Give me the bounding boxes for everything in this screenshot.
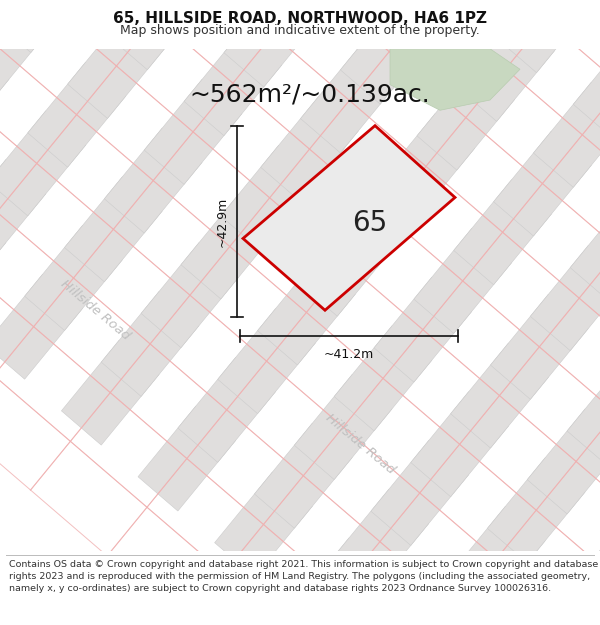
Text: ~42.9m: ~42.9m	[216, 196, 229, 247]
Polygon shape	[264, 0, 361, 38]
Text: Map shows position and indicative extent of the property.: Map shows position and indicative extent…	[120, 24, 480, 36]
Polygon shape	[224, 0, 322, 87]
Polygon shape	[0, 274, 82, 379]
Polygon shape	[243, 126, 455, 310]
Text: Hillside Road: Hillside Road	[58, 278, 132, 343]
Polygon shape	[0, 0, 89, 52]
Polygon shape	[334, 326, 432, 431]
Polygon shape	[331, 489, 429, 594]
Polygon shape	[65, 177, 162, 282]
Polygon shape	[260, 97, 358, 202]
Polygon shape	[533, 82, 600, 188]
Polygon shape	[417, 65, 515, 170]
Polygon shape	[573, 34, 600, 139]
Polygon shape	[570, 197, 600, 302]
Polygon shape	[0, 159, 46, 264]
Polygon shape	[0, 0, 49, 101]
Polygon shape	[490, 294, 588, 399]
Polygon shape	[484, 621, 582, 625]
Polygon shape	[68, 14, 165, 119]
Polygon shape	[420, 0, 518, 7]
Polygon shape	[144, 79, 242, 184]
Polygon shape	[494, 131, 591, 236]
Polygon shape	[0, 208, 6, 313]
Polygon shape	[291, 538, 389, 625]
Polygon shape	[457, 16, 554, 121]
Polygon shape	[371, 441, 469, 546]
Polygon shape	[0, 111, 86, 216]
Text: ~562m²/~0.139ac.: ~562m²/~0.139ac.	[190, 83, 430, 107]
Polygon shape	[527, 409, 600, 514]
Polygon shape	[337, 162, 435, 268]
Polygon shape	[257, 260, 355, 365]
Text: Contains OS data © Crown copyright and database right 2021. This information is : Contains OS data © Crown copyright and d…	[9, 560, 598, 592]
Polygon shape	[567, 360, 600, 465]
Polygon shape	[414, 229, 512, 333]
Polygon shape	[31, 0, 128, 4]
Polygon shape	[61, 340, 159, 445]
Text: 65: 65	[352, 209, 387, 237]
Polygon shape	[377, 114, 475, 219]
Text: ~41.2m: ~41.2m	[324, 348, 374, 361]
Polygon shape	[107, 0, 205, 70]
Polygon shape	[104, 128, 202, 233]
Polygon shape	[340, 0, 438, 104]
Polygon shape	[101, 291, 199, 396]
Polygon shape	[390, 49, 520, 110]
Polygon shape	[536, 0, 600, 24]
Polygon shape	[25, 226, 122, 331]
Polygon shape	[407, 555, 505, 625]
Polygon shape	[215, 472, 313, 577]
Polygon shape	[298, 211, 395, 316]
Polygon shape	[380, 0, 478, 56]
Polygon shape	[218, 309, 316, 414]
Polygon shape	[28, 62, 125, 167]
Polygon shape	[141, 242, 239, 348]
Polygon shape	[411, 392, 508, 497]
Polygon shape	[254, 423, 352, 528]
Polygon shape	[454, 180, 551, 285]
Polygon shape	[487, 458, 585, 562]
Polygon shape	[0, 45, 9, 150]
Polygon shape	[524, 572, 600, 625]
Polygon shape	[374, 277, 472, 382]
Text: Hillside Road: Hillside Road	[323, 411, 397, 476]
Polygon shape	[148, 0, 245, 21]
Polygon shape	[368, 604, 466, 625]
Polygon shape	[564, 524, 600, 625]
Polygon shape	[530, 246, 600, 351]
Polygon shape	[184, 31, 282, 136]
Polygon shape	[451, 343, 548, 448]
Polygon shape	[448, 506, 545, 611]
Polygon shape	[497, 0, 595, 72]
Polygon shape	[138, 406, 236, 511]
Polygon shape	[295, 374, 392, 479]
Polygon shape	[181, 194, 278, 299]
Polygon shape	[178, 357, 275, 462]
Text: 65, HILLSIDE ROAD, NORTHWOOD, HA6 1PZ: 65, HILLSIDE ROAD, NORTHWOOD, HA6 1PZ	[113, 11, 487, 26]
Polygon shape	[221, 145, 319, 250]
Polygon shape	[301, 48, 398, 153]
